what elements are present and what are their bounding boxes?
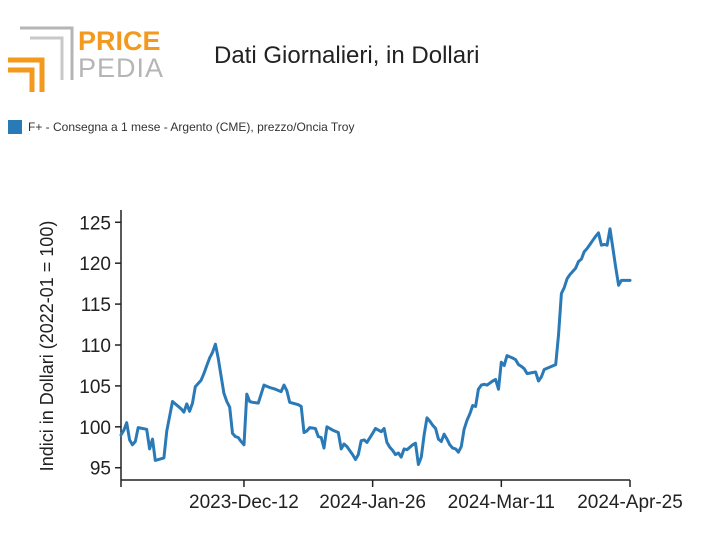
legend-swatch	[8, 120, 22, 134]
series-line	[119, 227, 632, 466]
axes: 95 100 105 110 115 120 125 2023-Dec-12 2024-Jan-…	[79, 210, 683, 513]
logo-word-price: PRICE	[78, 26, 161, 56]
series-layer	[119, 227, 632, 466]
chart-title: Dati Giornalieri, in Dollari	[214, 42, 480, 69]
y-axis-label: Indici in Dollari (2022-01 = 100)	[37, 221, 57, 472]
y-tick-label: 100	[79, 418, 111, 439]
x-tick-label: 2024-Mar-11	[448, 492, 555, 513]
x-tick-label: 2023-Dec-12	[189, 492, 299, 513]
legend-label: F+ - Consegna a 1 mese - Argento (CME), …	[28, 120, 355, 134]
y-tick-label: 120	[79, 254, 111, 275]
legend: F+ - Consegna a 1 mese - Argento (CME), …	[8, 119, 354, 135]
y-tick-label: 115	[81, 295, 111, 316]
y-tick-label: 95	[90, 459, 111, 480]
x-tick-label: 2024-Jan-26	[319, 492, 426, 513]
logo-mark-icon	[8, 26, 74, 92]
y-tick-label: 125	[79, 213, 111, 234]
y-tick-label: 110	[81, 336, 111, 357]
pricepedia-logo: PRICE PEDIA	[8, 26, 164, 92]
x-tick-label: 2024-Apr-25	[577, 492, 683, 513]
logo-word-pedia: PEDIA	[78, 53, 164, 83]
y-tick-label: 105	[79, 377, 111, 398]
